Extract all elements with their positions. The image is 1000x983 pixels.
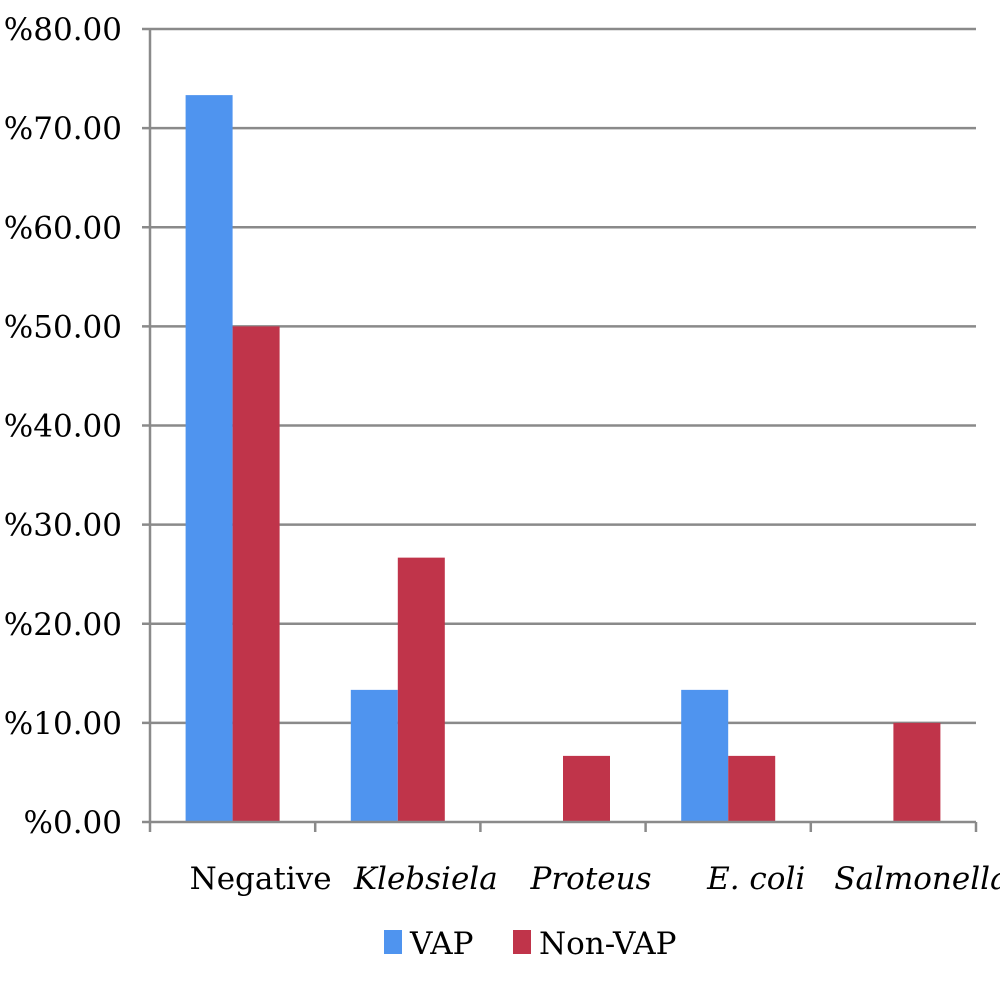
axes [142, 27, 978, 832]
legend: VAP Non-VAP [384, 926, 677, 962]
x-category-label: Salmonella [834, 861, 1000, 897]
legend-label-vap: VAP [409, 926, 474, 962]
bar-non-vap-1 [397, 557, 445, 822]
x-category-labels: Negative Klebsiela Proteus E. coli Salmonell… [190, 861, 1000, 897]
bar-vap-3 [681, 689, 729, 822]
y-tick-label: %70.00 [4, 111, 122, 147]
bar-vap-1 [350, 689, 398, 822]
x-category-label: E. coli [706, 861, 805, 897]
bar-non-vap-2 [563, 755, 610, 822]
bars [185, 95, 941, 822]
y-tick-label: %40.00 [4, 409, 122, 445]
y-tick-label: %20.00 [4, 607, 122, 643]
x-category-label: Klebsiela [353, 861, 498, 897]
y-tick-label: %0.00 [24, 805, 122, 841]
y-tick-label: %50.00 [4, 309, 122, 345]
x-category-label: Negative [190, 861, 332, 897]
bar-non-vap-4 [893, 722, 941, 822]
y-tick-label: %80.00 [4, 12, 122, 48]
x-category-label: Proteus [529, 861, 651, 897]
legend-swatch-non-vap [513, 930, 531, 954]
bar-non-vap-0 [232, 326, 280, 822]
bar-vap-0 [185, 95, 233, 822]
y-tick-label: %30.00 [4, 508, 122, 544]
legend-label-non-vap: Non-VAP [539, 926, 677, 962]
bar-non-vap-3 [728, 755, 776, 822]
y-tick-label: %60.00 [4, 210, 122, 246]
legend-swatch-vap [384, 930, 402, 954]
y-tick-labels: %0.00 %10.00 %20.00 %30.00 %40.00 %50.00 %60.0… [4, 12, 122, 841]
y-tick-label: %10.00 [4, 706, 122, 742]
gridlines [150, 27, 976, 725]
